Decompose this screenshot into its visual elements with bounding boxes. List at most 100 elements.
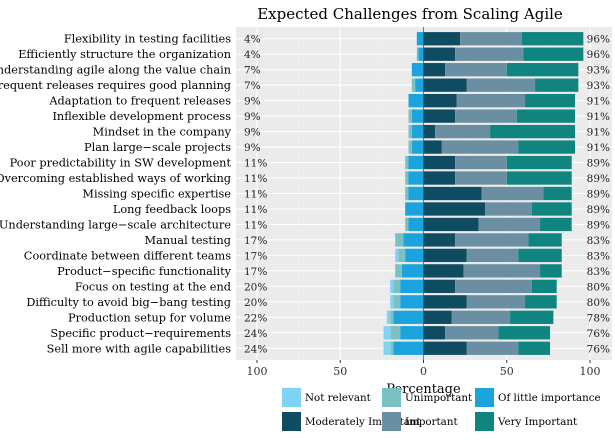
right-percent-label: 83% [587,266,610,278]
category-label: Poor predictability in SW development [10,157,232,170]
bar-segment-important [463,264,541,278]
bar-segment-unimportant [405,171,409,185]
bar-segment-unimportant [390,310,394,324]
bar-segment-moderately-important [423,310,452,324]
bar-segment-of-little-importance [393,310,424,324]
bar-segment-unimportant [390,326,401,340]
right-percent-label: 76% [587,343,610,355]
right-percent-label: 89% [587,158,610,170]
left-percent-label: 22% [244,312,267,324]
left-percent-label: 24% [244,328,267,340]
bar-segment-of-little-importance [405,248,424,263]
bar-segment-of-little-importance [408,171,424,185]
bar-segment-very-important [523,47,584,61]
bar-segment-moderately-important [423,202,486,216]
bar-segment-of-little-importance [400,279,424,294]
bar-segment-very-important [506,171,572,185]
bar-segment-of-little-importance [411,63,424,77]
legend-label: Unimportant [405,392,473,404]
right-percent-label: 89% [587,173,610,185]
bar-segment-very-important [506,63,579,77]
bar-segment-of-little-importance [408,186,424,201]
legend-item: Important [382,412,458,431]
bar-segment-of-little-importance [411,109,424,123]
bar-segment-moderately-important [423,63,446,77]
bar-segment-not-relevant [395,248,399,263]
category-label: Sell more with agile capabilities [47,342,232,355]
legend-swatch [282,388,301,407]
legend-label: Very Important [497,416,578,428]
bar-segment-important [455,171,507,185]
legend-swatch [475,388,494,407]
category-label: Focus on testing at the end [75,280,231,293]
x-tick-label: 100 [247,365,268,378]
bar-segment-of-little-importance [411,124,424,139]
right-percent-label: 83% [587,235,610,247]
legend-item: Not relevant [282,388,372,407]
bar-segment-unimportant [405,186,409,201]
bar-segment-of-little-importance [393,341,424,355]
legend-item: Very Important [475,412,578,431]
bar-segment-of-little-importance [400,295,424,309]
bar-segment-moderately-important [423,32,461,46]
right-percent-label: 78% [587,312,610,324]
left-percent-label: 4% [244,34,261,46]
right-percent-label: 96% [587,49,610,61]
legend-swatch [475,412,494,431]
bar-segment-of-little-importance [408,155,424,170]
x-axis-title: Percentage [386,382,461,397]
bar-segment-of-little-importance [403,233,424,247]
bar-segment-very-important [518,248,562,263]
bar-segment-important [481,186,544,201]
bar-segment-important [466,248,519,263]
bar-segment-unimportant [390,341,394,355]
bar-segment-moderately-important [423,47,456,61]
category-label: Production setup for volume [68,311,231,324]
category-label: Flexibility in testing facilities [64,33,231,46]
left-percent-label: 7% [244,65,261,77]
bar-segment-important [478,217,541,232]
bar-segment-important [441,140,519,154]
legend-swatch [382,412,401,431]
bar-segment-very-important [531,202,572,216]
category-label: Difficulty to avoid big−bang testing [26,296,231,309]
right-percent-label: 80% [587,281,610,293]
bar-segment-important [455,109,517,123]
legend-item: Unimportant [382,388,473,407]
legend-label: Of little importance [498,392,601,404]
category-label: Missing specific expertise [82,188,231,201]
chart-title: Expected Challenges from Scaling Agile [257,5,563,23]
left-percent-label: 17% [244,250,267,262]
x-tick-label: 50 [333,365,347,378]
bar-segment-moderately-important [423,78,467,92]
bar-segment-not-relevant [390,279,394,294]
left-percent-label: 9% [244,142,261,154]
category-label: Coordinate between different teams [24,249,231,262]
left-percent-label: 9% [244,111,261,123]
legend-swatch [382,388,401,407]
bar-segment-of-little-importance [416,32,424,46]
bar-segment-very-important [543,186,572,201]
bar-segment-unimportant [393,295,401,309]
bar-segment-important [485,202,532,216]
bar-segment-important [455,279,532,294]
bar-segment-important [455,155,507,170]
bar-segment-moderately-important [423,155,456,170]
bar-segment-moderately-important [423,295,467,309]
bar-segment-important [460,32,522,46]
bar-segment-important [435,124,491,139]
bar-segment-of-little-importance [411,140,424,154]
bar-segment-moderately-important [423,93,457,108]
bar-segment-very-important [521,32,584,46]
right-percent-label: 96% [587,34,610,46]
bar-segment-of-little-importance [405,202,424,216]
bar-segment-of-little-importance [418,47,424,61]
x-tick-label: 50 [500,365,514,378]
category-label: Overcoming established ways of working [0,172,231,185]
bar-segment-moderately-important [423,124,436,139]
bar-segment-important [456,93,526,108]
bar-segment-unimportant [408,124,412,139]
bar-segment-unimportant [411,78,416,92]
legend-label: Not relevant [305,392,372,404]
